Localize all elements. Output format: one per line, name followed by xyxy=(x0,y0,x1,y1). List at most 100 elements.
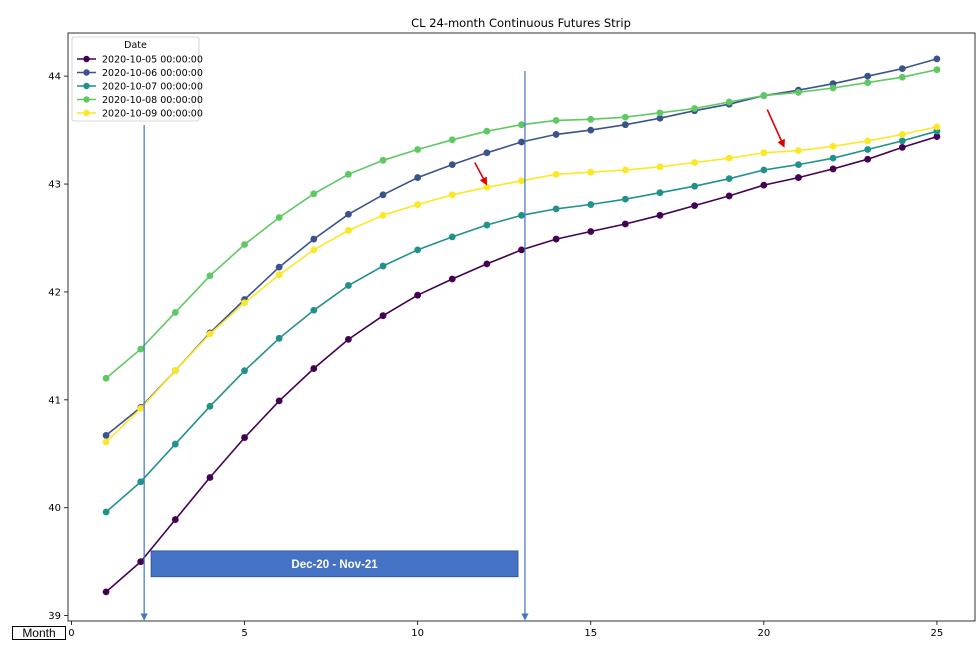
series-1-point xyxy=(518,246,525,254)
legend-title: Date xyxy=(124,40,147,51)
series-5-point xyxy=(691,159,698,166)
series-2-point xyxy=(518,138,525,146)
series-5-point xyxy=(518,177,525,185)
series-3-point xyxy=(483,221,491,229)
series-5-point xyxy=(345,227,352,234)
series-5-point xyxy=(725,154,733,162)
legend-entry-label: 2020-10-07 00:00:00 xyxy=(102,82,203,93)
series-2-point xyxy=(448,161,456,169)
series-1-point xyxy=(656,211,664,219)
series-4-point xyxy=(206,272,214,280)
series-5-point xyxy=(102,438,110,446)
series-5-point xyxy=(241,299,248,307)
series-5-point xyxy=(483,183,491,191)
series-5-point xyxy=(310,246,318,254)
y-tick-label: 44 xyxy=(48,72,61,83)
series-3-point xyxy=(829,154,837,162)
series-4-point xyxy=(933,66,941,74)
series-1-point xyxy=(345,336,352,343)
x-tick-label: 5 xyxy=(241,628,247,639)
y-tick-label: 43 xyxy=(48,180,61,191)
legend-marker xyxy=(83,96,90,103)
series-4-point xyxy=(656,109,664,117)
series-1-point xyxy=(864,155,872,163)
series-4-point xyxy=(621,113,629,121)
x-tick-label: 20 xyxy=(757,628,770,639)
series-4-point xyxy=(518,121,525,129)
series-3-point xyxy=(898,137,906,145)
series-3-point xyxy=(345,282,352,289)
series-1-point xyxy=(483,260,491,268)
legend-marker xyxy=(83,82,90,90)
series-1-point xyxy=(414,291,422,299)
series-5-point xyxy=(829,142,837,150)
legend-entry-label: 2020-10-08 00:00:00 xyxy=(102,95,203,106)
series-1-point xyxy=(379,312,387,320)
series-1-point xyxy=(898,143,906,151)
series-1-point xyxy=(448,275,456,283)
series-1-point xyxy=(206,474,214,481)
series-4-point xyxy=(171,309,179,316)
series-1-point xyxy=(691,202,698,210)
series-1-point xyxy=(933,133,941,140)
series-1-point xyxy=(725,192,733,200)
red-arrow-annotation xyxy=(766,109,785,148)
series-1-point xyxy=(137,558,145,566)
series-5-point xyxy=(448,191,456,199)
series-3-point xyxy=(656,189,664,197)
series-line-3 xyxy=(105,130,938,513)
series-4-point xyxy=(587,115,595,123)
series-4-point xyxy=(241,241,248,248)
y-tick-label: 42 xyxy=(48,287,61,298)
series-2-point xyxy=(656,114,664,122)
series-5-point xyxy=(275,271,283,279)
series-3-point xyxy=(171,440,179,448)
series-line-4 xyxy=(105,68,938,379)
series-4-point xyxy=(864,79,872,87)
series-4-point xyxy=(725,98,733,106)
series-4-point xyxy=(102,374,110,382)
series-5-point xyxy=(760,149,768,157)
x-tick-label: 10 xyxy=(411,628,424,639)
chart-title: CL 24-month Continuous Futures Strip xyxy=(411,16,631,30)
series-1-point xyxy=(587,228,595,235)
series-2-point xyxy=(898,65,906,73)
x-tick-label: 25 xyxy=(931,628,944,639)
legend-marker xyxy=(83,69,90,76)
series-3-point xyxy=(448,233,456,241)
series-1-point xyxy=(552,235,560,243)
legend-marker xyxy=(83,109,90,117)
series-3-point xyxy=(691,182,698,190)
series-4-point xyxy=(310,190,318,198)
series-2-point xyxy=(102,432,110,439)
series-3-point xyxy=(518,211,525,219)
series-3-point xyxy=(725,175,733,183)
series-3-point xyxy=(241,367,248,375)
series-4-point xyxy=(760,92,768,99)
series-1-point xyxy=(621,220,629,228)
series-3-point xyxy=(552,205,560,213)
plot-frame xyxy=(67,32,976,622)
series-2-point xyxy=(621,121,629,129)
series-5-point xyxy=(587,168,595,176)
legend-entry-label: 2020-10-05 00:00:00 xyxy=(102,55,203,66)
legend: Date 2020-10-05 00:00:00 2020-10-06 00:00:… xyxy=(71,36,203,122)
series-4-point xyxy=(898,73,906,81)
series-4-point xyxy=(829,84,837,92)
series-2-point xyxy=(483,149,491,157)
series-4-point xyxy=(275,214,283,221)
series-1-point xyxy=(310,365,318,372)
period-band-label: Dec-20 - Nov-21 xyxy=(291,559,378,571)
series-4-point xyxy=(552,116,560,124)
y-tick-label: 39 xyxy=(48,611,61,622)
series-3-point xyxy=(864,146,872,153)
red-arrow-annotation xyxy=(474,162,488,186)
series-3-point xyxy=(621,195,629,203)
y-tick-label: 40 xyxy=(48,503,61,514)
series-4-point xyxy=(345,170,352,178)
series-1-point xyxy=(795,174,802,181)
series-3-point xyxy=(379,262,387,270)
series-2-point xyxy=(587,126,595,134)
series-2-point xyxy=(864,72,872,80)
